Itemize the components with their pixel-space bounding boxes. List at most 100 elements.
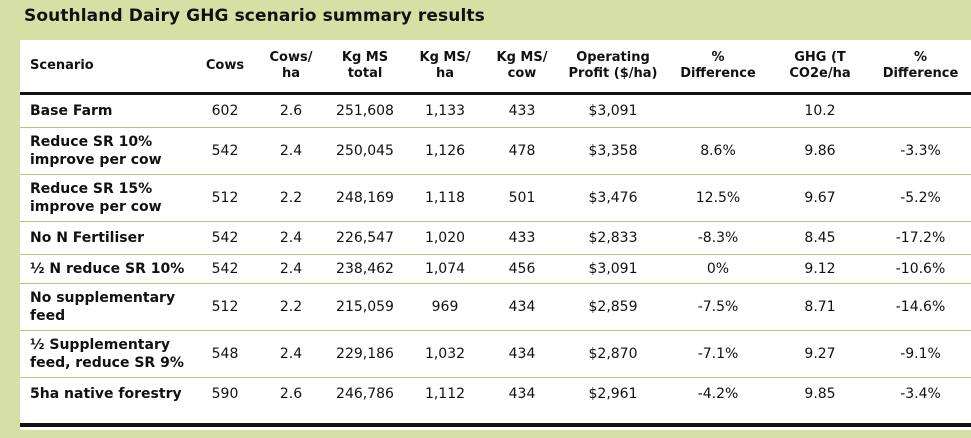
cell-kgms-ha: 1,126 <box>406 127 484 175</box>
cell-cows: 512 <box>192 283 258 331</box>
cell-ghg-diff: -17.2% <box>870 221 971 255</box>
cell-kgms-ha: 1,032 <box>406 330 484 378</box>
cell-kgms-ha: 1,074 <box>406 254 484 284</box>
cell-kgms-cow: 434 <box>508 386 536 402</box>
header-scenario: Scenario <box>20 40 192 95</box>
cell-pct-diff: 0% <box>666 254 770 284</box>
cell-cows: 548 <box>192 330 258 378</box>
cell-kgms-total: 215,059 <box>324 283 406 331</box>
cell-ghg: 10.2 <box>770 93 870 128</box>
cell-profit: $2,859 <box>560 283 666 331</box>
header-ghg-difference: % Difference <box>870 40 971 95</box>
cell-pct-diff: 12.5% <box>666 174 770 222</box>
cell-kgms-total: 226,547 <box>324 221 406 255</box>
scenario-name: No supplementary feed <box>20 283 192 331</box>
scenario-name: ½ Supplementary feed, reduce SR 9% <box>20 330 192 378</box>
cell-cows: 602 <box>192 93 258 128</box>
cell-kgms-ha: 1,112 <box>424 386 466 402</box>
cell-pct-diff: 8.6% <box>666 127 770 175</box>
cell-kgms-total: 238,462 <box>324 254 406 284</box>
cell-kgms-ha: 1,118 <box>406 174 484 222</box>
cell-ghg-diff: -5.2% <box>870 174 971 222</box>
cell-pct-diff: -4.2% <box>697 386 739 402</box>
header-row: Scenario Cows Cows/ha Kg MS total Kg MS/h… <box>20 40 971 95</box>
cell-cows: 512 <box>192 174 258 222</box>
cell-cows: 542 <box>192 221 258 255</box>
cell-kgms-cow: 501 <box>484 174 560 222</box>
cell-cows-ha: 2.4 <box>258 221 324 255</box>
cell-cows: 542 <box>192 127 258 175</box>
cell-ghg-diff: -3.4% <box>900 386 941 402</box>
cell-kgms-ha: 969 <box>406 283 484 331</box>
scenario-table: Scenario Cows Cows/ha Kg MS total Kg MS/h… <box>20 40 971 410</box>
cell-kgms-total: 251,608 <box>324 93 406 128</box>
cell-ghg: 9.27 <box>770 330 870 378</box>
cell-cows: 542 <box>192 254 258 284</box>
cell-kgms-total: 229,186 <box>324 330 406 378</box>
cell-kgms-cow: 434 <box>484 330 560 378</box>
table-bottom-rule <box>20 423 971 427</box>
cell-kgms-total: 246,786 <box>336 386 394 402</box>
cell-kgms-total: 250,045 <box>324 127 406 175</box>
scenario-name: Reduce SR 15% improve per cow <box>20 174 192 222</box>
cell-kgms-cow: 456 <box>484 254 560 284</box>
table-row: Base Farm 602 2.6 251,608 1,133 433 $3,0… <box>20 93 971 128</box>
header-cows: Cows <box>192 40 258 95</box>
header-kgms-total: Kg MS total <box>324 40 406 95</box>
cell-cows-ha: 2.4 <box>258 127 324 175</box>
cell-ghg-diff: -3.3% <box>870 127 971 175</box>
table-row: ½ Supplementary feed, reduce SR 9% 548 2.… <box>20 330 971 378</box>
cell-kgms-ha: 1,133 <box>406 93 484 128</box>
cell-ghg: 8.45 <box>770 221 870 255</box>
cell-profit: $2,961 <box>588 386 638 402</box>
scenario-name: No N Fertiliser <box>20 221 192 255</box>
table-row: Reduce SR 10% improve per cow 542 2.4 250… <box>20 127 971 175</box>
header-kgms-ha: Kg MS/ha <box>406 40 484 95</box>
cell-kgms-cow: 433 <box>484 221 560 255</box>
cell-ghg-diff: -9.1% <box>870 330 971 378</box>
cell-profit: $2,870 <box>560 330 666 378</box>
cell-ghg: 8.71 <box>770 283 870 331</box>
scenario-name: Reduce SR 10% improve per cow <box>20 127 192 175</box>
cell-pct-diff <box>666 93 770 128</box>
scenario-name: ½ N reduce SR 10% <box>20 254 192 284</box>
cell-cows-ha: 2.6 <box>279 386 303 402</box>
table-row: ½ N reduce SR 10% 542 2.4 238,462 1,074 … <box>20 254 971 284</box>
cell-cows-ha: 2.4 <box>258 254 324 284</box>
cell-cows-ha: 2.2 <box>258 174 324 222</box>
table-row: No supplementary feed 512 2.2 215,059 969… <box>20 283 971 331</box>
cell-ghg: 9.85 <box>804 386 836 402</box>
cell-kgms-ha: 1,020 <box>406 221 484 255</box>
cell-kgms-cow: 433 <box>484 93 560 128</box>
scenario-name: 5ha native forestry <box>30 386 182 402</box>
cell-ghg-diff: -10.6% <box>870 254 971 284</box>
cell-pct-diff: -7.5% <box>666 283 770 331</box>
cell-pct-diff: -8.3% <box>666 221 770 255</box>
header-cows-ha: Cows/ha <box>258 40 324 95</box>
header-pct-difference: % Difference <box>666 40 770 95</box>
table-row: 5ha native forestry 590 2.6 246,786 1,11… <box>20 378 971 411</box>
cell-ghg-diff <box>870 93 971 128</box>
cell-cows: 590 <box>211 386 239 402</box>
cell-profit: $2,833 <box>560 221 666 255</box>
cell-ghg: 9.12 <box>770 254 870 284</box>
cell-ghg-diff: -14.6% <box>870 283 971 331</box>
cell-cows-ha: 2.4 <box>258 330 324 378</box>
cell-profit: $3,358 <box>560 127 666 175</box>
cell-cows-ha: 2.2 <box>258 283 324 331</box>
scenario-name: Base Farm <box>20 93 192 128</box>
cell-profit: $3,091 <box>560 93 666 128</box>
table-row: No N Fertiliser 542 2.4 226,547 1,020 43… <box>20 221 971 255</box>
cell-kgms-cow: 434 <box>484 283 560 331</box>
cell-profit: $3,091 <box>560 254 666 284</box>
header-ghg: GHG (T CO2e/ha <box>770 40 870 95</box>
header-operating-profit: Operating Profit ($/ha) <box>560 40 666 95</box>
cell-profit: $3,476 <box>560 174 666 222</box>
cell-kgms-cow: 478 <box>484 127 560 175</box>
cell-kgms-total: 248,169 <box>324 174 406 222</box>
cell-pct-diff: -7.1% <box>666 330 770 378</box>
cell-ghg: 9.67 <box>770 174 870 222</box>
page-title: Southland Dairy GHG scenario summary res… <box>24 6 485 26</box>
table-row: Reduce SR 15% improve per cow 512 2.2 248… <box>20 174 971 222</box>
